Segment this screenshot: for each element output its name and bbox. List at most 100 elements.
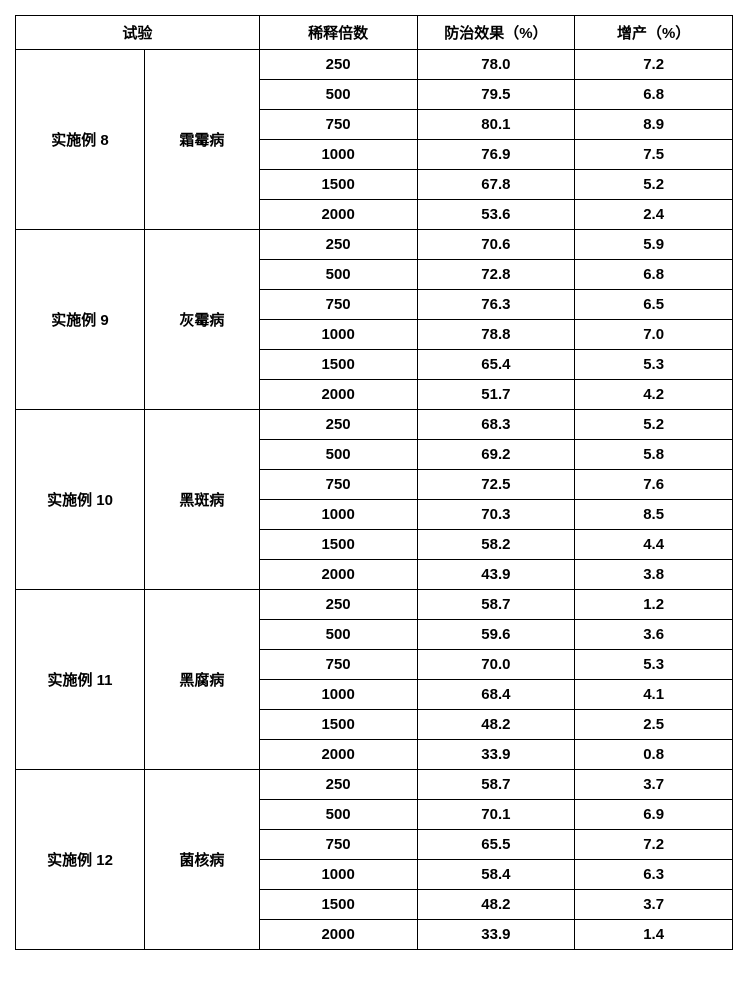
- effect-cell: 59.6: [417, 620, 575, 650]
- dilution-cell: 2000: [259, 380, 417, 410]
- yield-cell: 6.8: [575, 260, 733, 290]
- dilution-cell: 1000: [259, 320, 417, 350]
- dilution-cell: 1500: [259, 350, 417, 380]
- effect-cell: 76.3: [417, 290, 575, 320]
- table-row: 实施例 8霜霉病25078.07.2: [16, 50, 733, 80]
- yield-cell: 4.1: [575, 680, 733, 710]
- yield-cell: 7.6: [575, 470, 733, 500]
- yield-cell: 7.5: [575, 140, 733, 170]
- yield-cell: 7.2: [575, 830, 733, 860]
- header-dilution: 稀释倍数: [259, 16, 417, 50]
- effect-cell: 65.5: [417, 830, 575, 860]
- yield-cell: 7.2: [575, 50, 733, 80]
- effect-cell: 43.9: [417, 560, 575, 590]
- yield-cell: 0.8: [575, 740, 733, 770]
- yield-cell: 6.3: [575, 860, 733, 890]
- data-table: 试验 稀释倍数 防治效果（%） 增产（%） 实施例 8霜霉病25078.07.2…: [15, 15, 733, 950]
- yield-cell: 4.4: [575, 530, 733, 560]
- dilution-cell: 250: [259, 770, 417, 800]
- effect-cell: 80.1: [417, 110, 575, 140]
- dilution-cell: 750: [259, 290, 417, 320]
- effect-cell: 72.8: [417, 260, 575, 290]
- dilution-cell: 1500: [259, 710, 417, 740]
- dilution-cell: 2000: [259, 920, 417, 950]
- yield-cell: 5.3: [575, 650, 733, 680]
- effect-cell: 68.3: [417, 410, 575, 440]
- disease-cell: 黑斑病: [145, 410, 260, 590]
- effect-cell: 79.5: [417, 80, 575, 110]
- dilution-cell: 500: [259, 800, 417, 830]
- effect-cell: 70.1: [417, 800, 575, 830]
- effect-cell: 76.9: [417, 140, 575, 170]
- experiment-cell: 实施例 12: [16, 770, 145, 950]
- header-yield: 增产（%）: [575, 16, 733, 50]
- effect-cell: 72.5: [417, 470, 575, 500]
- dilution-cell: 500: [259, 440, 417, 470]
- dilution-cell: 500: [259, 260, 417, 290]
- yield-cell: 5.8: [575, 440, 733, 470]
- dilution-cell: 2000: [259, 740, 417, 770]
- dilution-cell: 250: [259, 50, 417, 80]
- effect-cell: 33.9: [417, 740, 575, 770]
- effect-cell: 67.8: [417, 170, 575, 200]
- yield-cell: 5.9: [575, 230, 733, 260]
- dilution-cell: 1500: [259, 890, 417, 920]
- table-body: 实施例 8霜霉病25078.07.250079.56.875080.18.910…: [16, 50, 733, 950]
- effect-cell: 58.7: [417, 590, 575, 620]
- yield-cell: 6.5: [575, 290, 733, 320]
- effect-cell: 70.3: [417, 500, 575, 530]
- header-effect: 防治效果（%）: [417, 16, 575, 50]
- effect-cell: 53.6: [417, 200, 575, 230]
- dilution-cell: 750: [259, 470, 417, 500]
- yield-cell: 8.5: [575, 500, 733, 530]
- effect-cell: 51.7: [417, 380, 575, 410]
- effect-cell: 48.2: [417, 710, 575, 740]
- yield-cell: 6.9: [575, 800, 733, 830]
- yield-cell: 6.8: [575, 80, 733, 110]
- disease-cell: 霜霉病: [145, 50, 260, 230]
- experiment-cell: 实施例 11: [16, 590, 145, 770]
- header-trial: 试验: [16, 16, 260, 50]
- yield-cell: 5.2: [575, 410, 733, 440]
- effect-cell: 33.9: [417, 920, 575, 950]
- experiment-cell: 实施例 10: [16, 410, 145, 590]
- table-row: 实施例 10黑斑病25068.35.2: [16, 410, 733, 440]
- yield-cell: 8.9: [575, 110, 733, 140]
- dilution-cell: 750: [259, 110, 417, 140]
- dilution-cell: 750: [259, 650, 417, 680]
- dilution-cell: 2000: [259, 200, 417, 230]
- effect-cell: 70.0: [417, 650, 575, 680]
- effect-cell: 70.6: [417, 230, 575, 260]
- yield-cell: 5.2: [575, 170, 733, 200]
- disease-cell: 黑腐病: [145, 590, 260, 770]
- effect-cell: 58.2: [417, 530, 575, 560]
- dilution-cell: 1000: [259, 680, 417, 710]
- table-header: 试验 稀释倍数 防治效果（%） 增产（%）: [16, 16, 733, 50]
- effect-cell: 78.8: [417, 320, 575, 350]
- effect-cell: 68.4: [417, 680, 575, 710]
- dilution-cell: 750: [259, 830, 417, 860]
- disease-cell: 菌核病: [145, 770, 260, 950]
- yield-cell: 1.4: [575, 920, 733, 950]
- dilution-cell: 1000: [259, 140, 417, 170]
- yield-cell: 3.8: [575, 560, 733, 590]
- disease-cell: 灰霉病: [145, 230, 260, 410]
- dilution-cell: 1000: [259, 500, 417, 530]
- dilution-cell: 250: [259, 590, 417, 620]
- yield-cell: 1.2: [575, 590, 733, 620]
- effect-cell: 48.2: [417, 890, 575, 920]
- experiment-cell: 实施例 9: [16, 230, 145, 410]
- experiment-cell: 实施例 8: [16, 50, 145, 230]
- yield-cell: 3.7: [575, 770, 733, 800]
- dilution-cell: 2000: [259, 560, 417, 590]
- yield-cell: 7.0: [575, 320, 733, 350]
- dilution-cell: 1500: [259, 170, 417, 200]
- dilution-cell: 500: [259, 80, 417, 110]
- table-row: 实施例 12菌核病25058.73.7: [16, 770, 733, 800]
- effect-cell: 58.4: [417, 860, 575, 890]
- dilution-cell: 250: [259, 230, 417, 260]
- dilution-cell: 250: [259, 410, 417, 440]
- yield-cell: 2.4: [575, 200, 733, 230]
- effect-cell: 78.0: [417, 50, 575, 80]
- effect-cell: 58.7: [417, 770, 575, 800]
